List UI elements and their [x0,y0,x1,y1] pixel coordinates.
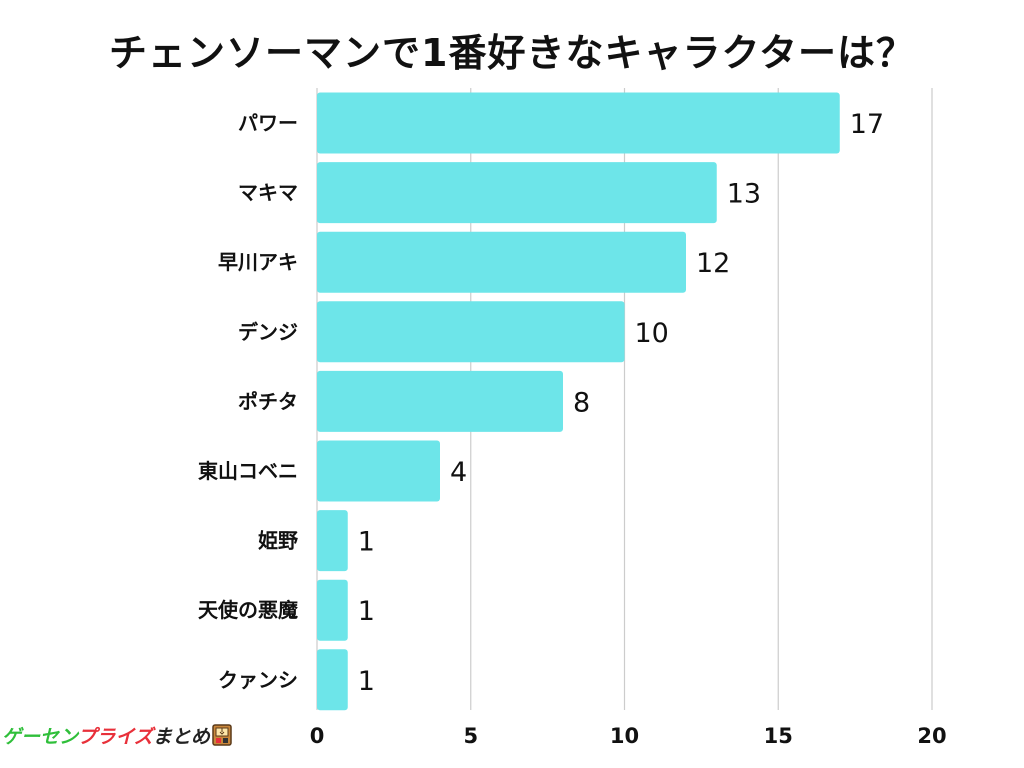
x-tick-label: 15 [764,724,793,748]
x-tick-label: 10 [610,724,639,748]
bar [317,510,348,572]
watermark-text: ゲーセンプライズまとめ [2,725,210,748]
bar [317,440,440,502]
value-label: 13 [727,179,761,210]
value-label: 4 [450,457,467,488]
bars [317,92,840,711]
bar [317,162,717,224]
claw-machine-icon [212,724,232,746]
bar [317,92,840,154]
category-label: クァンシ [218,668,298,692]
bar [317,301,625,363]
category-label: 姫野 [258,529,298,553]
value-label: 8 [573,387,590,418]
bar [317,649,348,711]
x-tick-label: 20 [917,724,946,748]
category-label: 東山コベニ [198,459,298,483]
chart-title: チェンソーマンで1番好きなキャラクターは？ [109,31,915,75]
category-label: デンジ [238,320,298,344]
category-label: 早川アキ [218,250,298,274]
category-label: 天使の悪魔 [198,598,298,622]
x-tick-label: 5 [463,724,478,748]
category-label: マキマ [238,181,298,205]
value-label: 12 [696,248,730,279]
bar [317,231,686,293]
x-axis-ticks: 0 5 10 15 20 [310,724,947,748]
value-label: 10 [635,318,669,349]
bar [317,370,563,432]
value-label: 1 [358,596,375,627]
category-label: パワー [238,111,298,135]
category-label: ポチタ [238,389,298,413]
value-labels: 17 13 12 10 8 4 1 1 1 [358,109,884,697]
x-tick-label: 0 [310,724,325,748]
value-label: 1 [358,527,375,558]
site-watermark: ゲーセンプライズまとめ [2,720,232,750]
value-label: 1 [358,666,375,697]
value-label: 17 [850,109,884,140]
bar [317,579,348,641]
